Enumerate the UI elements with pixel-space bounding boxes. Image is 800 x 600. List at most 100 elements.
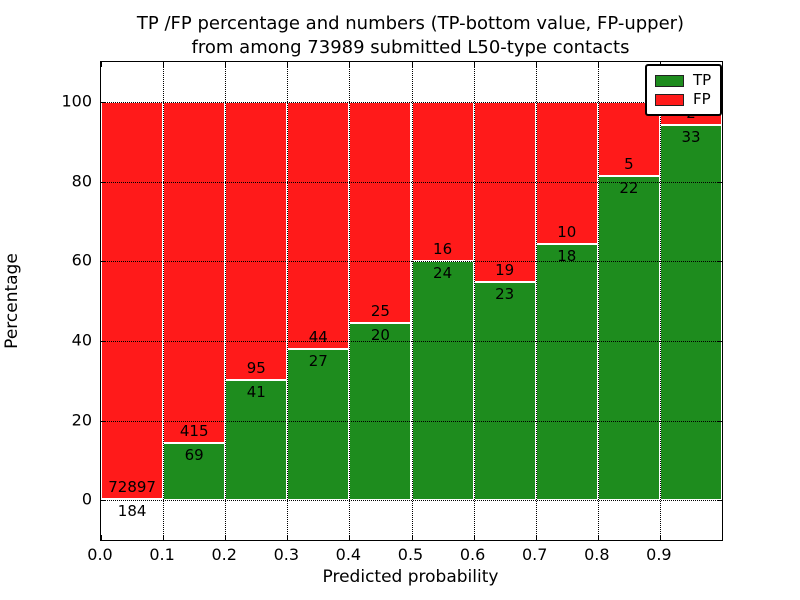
v-gridline <box>349 62 351 540</box>
tp-bar-segment <box>411 261 474 501</box>
y-tick-mark-right <box>717 500 722 502</box>
v-gridline <box>473 62 475 540</box>
x-tick-mark <box>659 535 661 540</box>
plot-area: 72897 184 415 69 95 41 44 27 25 20 16 24 19 23 10 18 5 22… <box>100 61 723 541</box>
fp-bar-segment <box>287 101 350 349</box>
x-tick-mark-top <box>287 62 289 67</box>
x-tick-label: 0.3 <box>273 545 300 564</box>
fp-bar-segment <box>473 101 536 282</box>
chart-title-line1: TP /FP percentage and numbers (TP-bottom… <box>136 13 685 34</box>
x-tick-mark-top <box>163 62 165 67</box>
x-tick-label: 0.2 <box>211 545 237 564</box>
tp-count-label: 33 <box>681 127 701 146</box>
v-gridline <box>597 62 599 540</box>
x-tick-mark <box>349 535 351 540</box>
fp-bar-segment <box>225 101 288 380</box>
fp-count-label: 5 <box>624 154 634 173</box>
v-gridline <box>287 62 289 540</box>
tp-count-label: 27 <box>308 351 328 370</box>
chart-title-line2: from among 73989 submitted L50-type cont… <box>191 37 630 58</box>
y-tick-mark <box>101 181 106 183</box>
x-tick-mark-top <box>101 62 102 67</box>
y-axis-label: Percentage <box>2 253 22 349</box>
legend-entry-tp: TP <box>655 71 711 90</box>
chart-title: TP /FP percentage and numbers (TP-bottom… <box>100 12 721 60</box>
x-tick-mark <box>163 535 165 540</box>
x-tick-label: 0.6 <box>459 545 486 564</box>
fp-bar-segment <box>349 101 412 324</box>
y-tick-label: 0 <box>81 489 92 509</box>
legend-label: FP <box>693 90 711 108</box>
x-tick-label: 0.1 <box>149 545 175 564</box>
x-tick-mark-top <box>225 62 227 67</box>
y-tick-mark <box>101 101 106 103</box>
x-tick-label: 0.5 <box>397 545 424 564</box>
tp-bar-segment <box>535 244 598 501</box>
x-tick-mark <box>101 535 102 540</box>
fp-bar-segment <box>163 101 226 444</box>
legend-label: TP <box>693 71 712 89</box>
x-tick-mark-top <box>535 62 537 67</box>
fp-count-label: 25 <box>370 302 390 321</box>
x-tick-mark <box>597 535 599 540</box>
y-tick-label: 60 <box>71 250 92 270</box>
x-tick-mark-top <box>473 62 475 67</box>
tp-count-label: 184 <box>117 502 147 521</box>
v-gridline <box>163 62 165 540</box>
v-gridline <box>659 62 661 540</box>
x-tick-label: 0.0 <box>87 545 113 564</box>
x-axis-label: Predicted probability <box>322 567 499 587</box>
tp-count-label: 69 <box>184 446 204 465</box>
x-tick-mark-top <box>349 62 351 67</box>
y-tick-label: 40 <box>71 330 92 350</box>
y-tick-mark-right <box>717 261 722 263</box>
tp-bar-segment <box>597 175 660 501</box>
legend: TP FP <box>645 64 723 116</box>
fp-bar-segment <box>535 101 598 245</box>
v-gridline <box>225 62 227 540</box>
fp-swatch-icon <box>655 93 684 106</box>
y-tick-mark <box>101 500 106 502</box>
tp-count-label: 41 <box>246 383 266 402</box>
y-tick-label: 20 <box>71 410 92 429</box>
x-tick-mark <box>473 535 475 540</box>
tp-bar-segment <box>287 348 350 501</box>
fp-count-label: 44 <box>308 327 328 346</box>
y-tick-label: 100 <box>61 91 92 111</box>
v-gridline <box>411 62 413 540</box>
tp-bar-segment <box>349 323 412 501</box>
legend-entry-fp: FP <box>655 90 711 109</box>
tp-count-label: 22 <box>619 178 639 197</box>
fp-bar-segment <box>101 101 164 500</box>
x-tick-mark <box>411 535 413 540</box>
fp-count-label: 415 <box>179 422 209 441</box>
x-tick-mark <box>535 535 537 540</box>
tp-bar-segment <box>473 282 536 501</box>
tp-bar-segment <box>659 124 722 501</box>
fp-count-label: 19 <box>495 261 515 279</box>
x-tick-label: 0.9 <box>646 545 672 564</box>
tp-count-label: 24 <box>433 264 453 283</box>
x-tick-mark-top <box>597 62 599 67</box>
x-tick-mark-top <box>411 62 413 67</box>
fp-count-label: 95 <box>246 359 266 378</box>
x-tick-label: 0.7 <box>521 545 548 564</box>
fp-count-label: 16 <box>433 240 453 259</box>
tp-bar-segment <box>163 443 226 501</box>
x-tick-mark <box>225 535 227 540</box>
y-tick-mark <box>101 420 106 422</box>
fp-count-label: 72897 <box>108 478 156 497</box>
y-tick-mark-right <box>717 181 722 183</box>
y-tick-mark-right <box>717 420 722 422</box>
fp-count-label: 10 <box>557 223 577 242</box>
y-tick-mark <box>101 261 106 263</box>
tp-count-label: 23 <box>495 285 515 303</box>
v-gridline <box>535 62 537 540</box>
tp-count-label: 20 <box>370 326 390 345</box>
y-tick-mark <box>101 340 106 342</box>
x-tick-label: 0.4 <box>335 545 362 564</box>
x-tick-mark <box>287 535 289 540</box>
tp-swatch-icon <box>655 74 684 87</box>
x-tick-label: 0.8 <box>584 545 610 564</box>
